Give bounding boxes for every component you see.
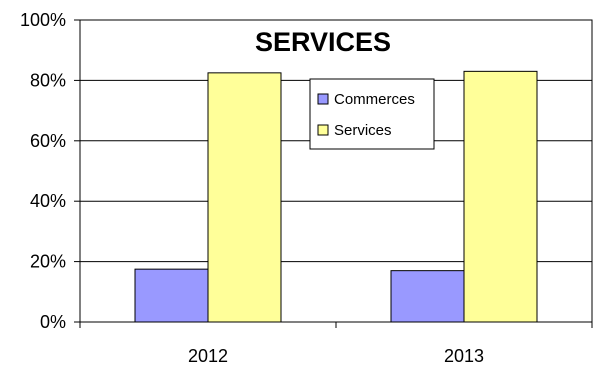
x-axis-ticks	[79, 322, 593, 328]
chart-title: SERVICES	[255, 27, 391, 57]
bar-services-2013	[463, 70, 538, 323]
legend-label-commerces: Commerces	[334, 91, 415, 108]
y-tick-label: 60%	[30, 131, 66, 151]
bars	[134, 70, 538, 323]
y-axis-tick-labels: 0% 20% 40% 60% 80% 100%	[20, 10, 66, 332]
y-tick-label: 80%	[30, 70, 66, 90]
x-tick-label: 2013	[444, 346, 484, 366]
x-tick-label: 2012	[188, 346, 228, 366]
y-tick-label: 20%	[30, 252, 66, 272]
bar-commerces-2012	[134, 268, 209, 323]
legend: Commerces Services	[309, 78, 435, 150]
y-tick-label: 100%	[20, 10, 66, 30]
legend-box	[309, 78, 435, 150]
legend-label-services: Services	[334, 122, 392, 139]
y-tick-label: 40%	[30, 191, 66, 211]
legend-swatch-commerces	[317, 93, 329, 105]
bar-commerces-2013	[390, 270, 465, 323]
y-tick-label: 0%	[40, 312, 66, 332]
x-axis-tick-labels: 2012 2013	[188, 346, 484, 366]
legend-swatch-services	[317, 124, 329, 136]
bar-services-2012	[207, 72, 282, 323]
